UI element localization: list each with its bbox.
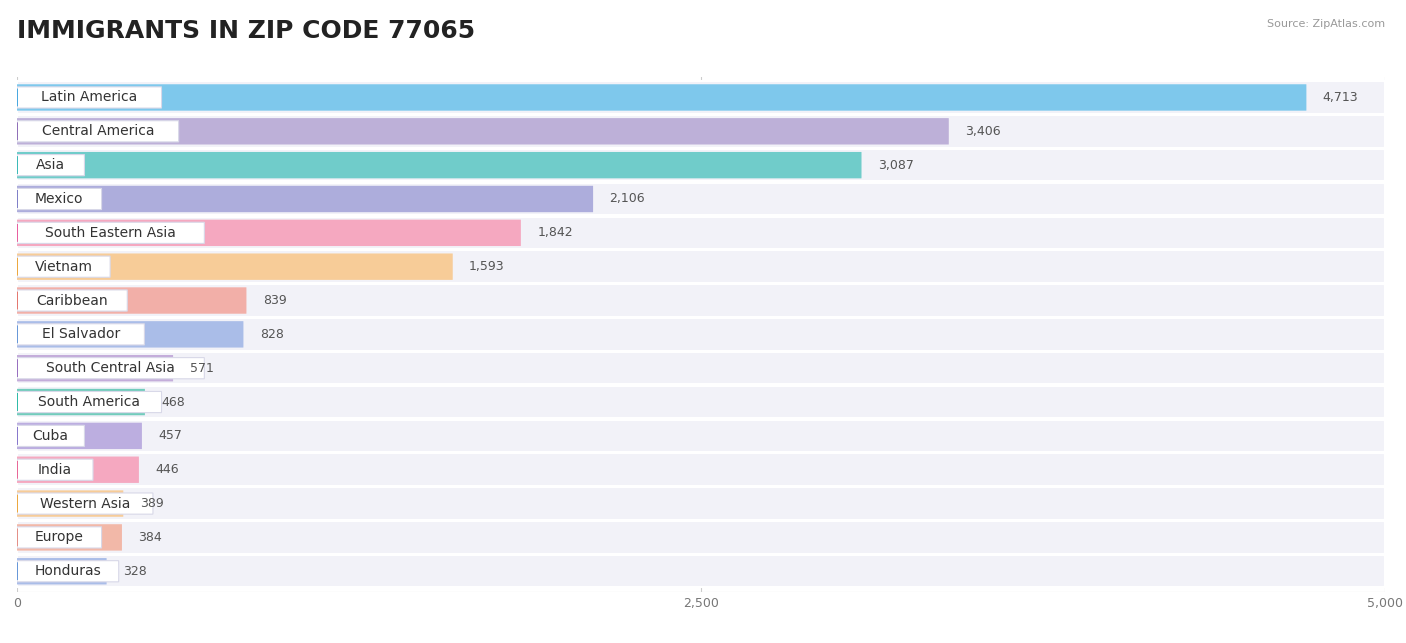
FancyBboxPatch shape xyxy=(17,491,124,517)
Text: 2,106: 2,106 xyxy=(610,192,645,206)
FancyBboxPatch shape xyxy=(17,81,1385,114)
FancyBboxPatch shape xyxy=(17,250,1385,283)
Text: India: India xyxy=(38,463,72,476)
FancyBboxPatch shape xyxy=(17,422,142,449)
FancyBboxPatch shape xyxy=(17,84,1306,111)
Text: Europe: Europe xyxy=(35,530,84,545)
Text: 1,842: 1,842 xyxy=(537,226,572,239)
Text: 457: 457 xyxy=(159,430,183,442)
FancyBboxPatch shape xyxy=(17,453,1385,486)
FancyBboxPatch shape xyxy=(17,186,593,212)
FancyBboxPatch shape xyxy=(17,555,1385,588)
FancyBboxPatch shape xyxy=(17,386,1385,419)
Text: 3,406: 3,406 xyxy=(965,125,1001,138)
FancyBboxPatch shape xyxy=(17,256,110,277)
FancyBboxPatch shape xyxy=(17,284,1385,317)
FancyBboxPatch shape xyxy=(17,222,204,244)
Text: Honduras: Honduras xyxy=(34,565,101,578)
FancyBboxPatch shape xyxy=(17,358,204,379)
FancyBboxPatch shape xyxy=(17,290,128,311)
FancyBboxPatch shape xyxy=(17,355,173,381)
FancyBboxPatch shape xyxy=(17,420,1385,452)
FancyBboxPatch shape xyxy=(17,493,153,514)
FancyBboxPatch shape xyxy=(17,425,84,446)
FancyBboxPatch shape xyxy=(17,115,1385,147)
Text: 1,593: 1,593 xyxy=(470,260,505,273)
FancyBboxPatch shape xyxy=(17,118,949,145)
Text: Asia: Asia xyxy=(37,158,65,172)
Text: Caribbean: Caribbean xyxy=(37,293,108,307)
FancyBboxPatch shape xyxy=(17,154,84,176)
FancyBboxPatch shape xyxy=(17,524,122,550)
FancyBboxPatch shape xyxy=(17,188,101,210)
FancyBboxPatch shape xyxy=(17,527,101,548)
Text: Cuba: Cuba xyxy=(32,429,69,443)
FancyBboxPatch shape xyxy=(17,324,145,345)
FancyBboxPatch shape xyxy=(17,149,1385,181)
Text: 4,713: 4,713 xyxy=(1323,91,1358,104)
FancyBboxPatch shape xyxy=(17,487,1385,520)
FancyBboxPatch shape xyxy=(17,152,862,178)
Text: 384: 384 xyxy=(138,531,162,544)
Text: Source: ZipAtlas.com: Source: ZipAtlas.com xyxy=(1267,19,1385,30)
Text: 468: 468 xyxy=(162,395,186,408)
FancyBboxPatch shape xyxy=(17,561,118,582)
Text: Vietnam: Vietnam xyxy=(35,260,93,274)
Text: 389: 389 xyxy=(139,497,163,510)
FancyBboxPatch shape xyxy=(17,459,93,480)
FancyBboxPatch shape xyxy=(17,318,1385,350)
FancyBboxPatch shape xyxy=(17,121,179,142)
FancyBboxPatch shape xyxy=(17,521,1385,554)
FancyBboxPatch shape xyxy=(17,87,162,108)
Text: South America: South America xyxy=(38,395,141,409)
FancyBboxPatch shape xyxy=(17,389,145,415)
FancyBboxPatch shape xyxy=(17,220,520,246)
FancyBboxPatch shape xyxy=(17,457,139,483)
FancyBboxPatch shape xyxy=(17,183,1385,215)
Text: 839: 839 xyxy=(263,294,287,307)
Text: Latin America: Latin America xyxy=(41,91,138,104)
FancyBboxPatch shape xyxy=(17,392,162,413)
FancyBboxPatch shape xyxy=(17,352,1385,385)
Text: IMMIGRANTS IN ZIP CODE 77065: IMMIGRANTS IN ZIP CODE 77065 xyxy=(17,19,475,43)
Text: El Salvador: El Salvador xyxy=(42,327,120,341)
Text: 3,087: 3,087 xyxy=(877,159,914,172)
FancyBboxPatch shape xyxy=(17,321,243,348)
Text: Western Asia: Western Asia xyxy=(39,496,131,511)
Text: South Eastern Asia: South Eastern Asia xyxy=(45,226,176,240)
Text: Mexico: Mexico xyxy=(35,192,83,206)
Text: 828: 828 xyxy=(260,328,284,341)
Text: 571: 571 xyxy=(190,362,214,375)
FancyBboxPatch shape xyxy=(17,558,107,584)
FancyBboxPatch shape xyxy=(17,287,246,314)
FancyBboxPatch shape xyxy=(17,253,453,280)
Text: South Central Asia: South Central Asia xyxy=(46,361,176,376)
Text: 446: 446 xyxy=(155,463,179,476)
FancyBboxPatch shape xyxy=(17,217,1385,249)
Text: 328: 328 xyxy=(124,565,146,578)
Text: Central America: Central America xyxy=(42,124,155,138)
